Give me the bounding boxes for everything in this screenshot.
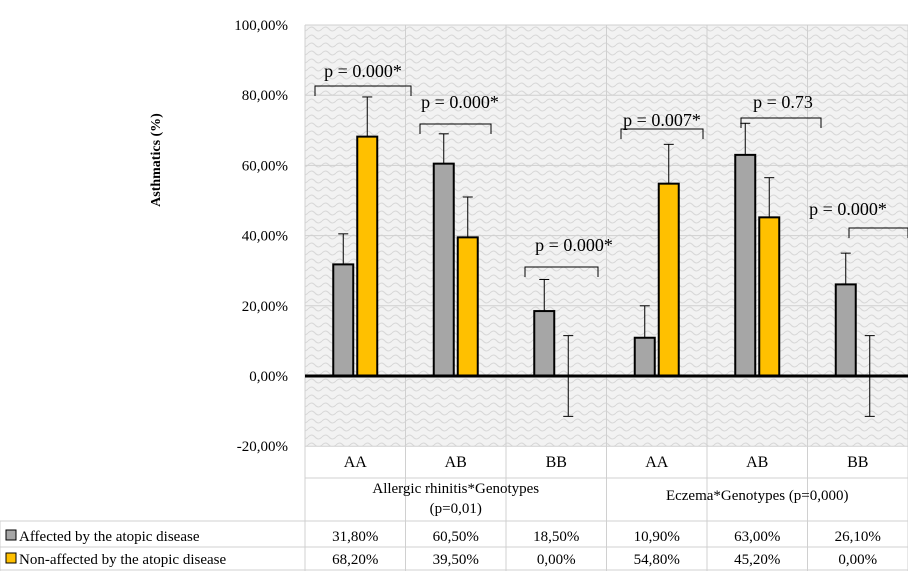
significance-bracket bbox=[620, 128, 704, 139]
bar bbox=[657, 182, 680, 377]
bar bbox=[356, 135, 379, 377]
significance-bracket bbox=[524, 266, 599, 277]
significance-bracket bbox=[419, 123, 492, 134]
significance-bracket bbox=[848, 227, 908, 238]
legend-key bbox=[5, 529, 17, 541]
group-label-line2: (p=0,01) bbox=[430, 501, 482, 517]
category-label: AB bbox=[445, 454, 467, 471]
p-value-annotation: p = 0.73 bbox=[753, 92, 813, 112]
y-tick-label: 80,00% bbox=[242, 88, 288, 104]
bar bbox=[834, 283, 857, 378]
bar bbox=[456, 236, 479, 377]
table-cell: 10,90% bbox=[634, 529, 680, 545]
table-cell: 39,50% bbox=[433, 552, 479, 568]
y-tick-label: 0,00% bbox=[249, 369, 288, 385]
bar bbox=[332, 263, 355, 377]
p-value-annotation: p = 0.000* bbox=[421, 92, 499, 112]
y-axis-label: Asthmatics (%) bbox=[149, 113, 164, 207]
p-value-annotation: p = 0.000* bbox=[809, 199, 887, 219]
significance-bracket bbox=[314, 85, 412, 96]
table-cell: 0,00% bbox=[537, 552, 576, 568]
p-value-annotation: p = 0.000* bbox=[535, 235, 613, 255]
table-cell: 26,10% bbox=[835, 529, 881, 545]
y-tick-label: 60,00% bbox=[242, 158, 288, 174]
table-cell: 18,50% bbox=[533, 529, 579, 545]
y-tick-label: -20,00% bbox=[237, 439, 288, 455]
table-cell: 60,50% bbox=[433, 529, 479, 545]
table-cell: 63,00% bbox=[734, 529, 780, 545]
bar bbox=[734, 153, 757, 377]
bar bbox=[432, 162, 455, 377]
y-tick-label: 20,00% bbox=[242, 299, 288, 315]
significance-bracket bbox=[740, 117, 822, 128]
y-tick-label: 100,00% bbox=[234, 18, 288, 34]
p-value-annotation: p = 0.000* bbox=[324, 61, 402, 81]
category-label: BB bbox=[546, 454, 567, 471]
table-cell: 45,20% bbox=[734, 552, 780, 568]
table-cell: 31,80% bbox=[332, 529, 378, 545]
p-value-annotation: p = 0.007* bbox=[623, 110, 701, 130]
category-label: AA bbox=[645, 454, 669, 471]
legend-key bbox=[5, 552, 17, 564]
table-cell: 0,00% bbox=[838, 552, 877, 568]
bar bbox=[633, 336, 656, 377]
y-tick-label: 40,00% bbox=[242, 229, 288, 245]
category-label: AA bbox=[344, 454, 368, 471]
group-label: Allergic rhinitis*Genotypes bbox=[372, 481, 539, 497]
group-label: Eczema*Genotypes (p=0,000) bbox=[666, 488, 849, 504]
bar bbox=[533, 310, 556, 377]
table-cell: 54,80% bbox=[634, 552, 680, 568]
legend-entry: Affected by the atopic disease bbox=[19, 529, 200, 545]
legend-entry: Non-affected by the atopic disease bbox=[19, 552, 226, 568]
bar bbox=[758, 216, 781, 377]
category-label: BB bbox=[847, 454, 868, 471]
table-cell: 68,20% bbox=[332, 552, 378, 568]
category-label: AB bbox=[746, 454, 768, 471]
